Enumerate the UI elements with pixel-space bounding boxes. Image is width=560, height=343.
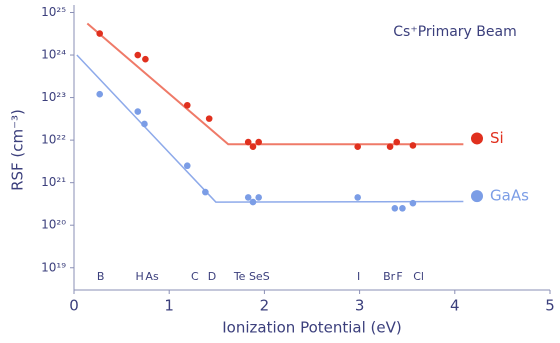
element-label: Cl bbox=[413, 270, 424, 283]
fit-line bbox=[86, 22, 464, 146]
data-point bbox=[393, 138, 401, 146]
data-point bbox=[249, 198, 257, 206]
data-point bbox=[96, 90, 104, 98]
x-tick-label: 0 bbox=[69, 297, 79, 315]
y-tick-label: 10²³ bbox=[41, 90, 66, 104]
element-label: H bbox=[136, 270, 144, 283]
data-point bbox=[409, 142, 417, 149]
element-label: S bbox=[263, 270, 270, 283]
data-point bbox=[183, 162, 191, 170]
y-tick-label: 10¹⁹ bbox=[41, 260, 66, 274]
element-label: Te bbox=[233, 270, 246, 283]
data-point bbox=[134, 108, 142, 115]
legend-label: GaAs bbox=[490, 187, 529, 205]
data-point bbox=[141, 120, 148, 128]
x-tick-label: 1 bbox=[164, 297, 174, 315]
data-point bbox=[354, 194, 361, 201]
y-tick-label: 10²² bbox=[41, 133, 66, 147]
data-point bbox=[399, 204, 406, 212]
x-tick-label: 4 bbox=[450, 297, 460, 315]
data-point bbox=[255, 194, 262, 201]
legend-label: Si bbox=[490, 129, 504, 147]
data-point bbox=[142, 55, 149, 63]
data-point bbox=[202, 188, 209, 196]
y-axis-label: RSF (cm⁻³) bbox=[9, 109, 27, 191]
data-point bbox=[354, 143, 361, 151]
element-label: Se bbox=[249, 270, 263, 283]
data-point bbox=[205, 115, 213, 122]
y-tick-label: 10²⁰ bbox=[41, 218, 66, 232]
x-tick-label: 5 bbox=[545, 297, 555, 315]
element-label: B bbox=[97, 270, 105, 283]
fit-line bbox=[76, 54, 464, 203]
data-point bbox=[96, 30, 104, 37]
data-point bbox=[244, 194, 252, 201]
element-label: I bbox=[357, 270, 360, 283]
legend-marker bbox=[471, 190, 483, 203]
data-point bbox=[255, 138, 262, 146]
data-point bbox=[391, 204, 399, 212]
element-label: C bbox=[191, 270, 199, 283]
legend-marker bbox=[471, 132, 483, 145]
y-tick-label: 10²⁴ bbox=[41, 48, 66, 62]
data-point bbox=[244, 138, 252, 146]
y-tick-label: 10²¹ bbox=[41, 175, 66, 189]
chart-title: Cs⁺Primary Beam bbox=[393, 24, 516, 40]
data-point bbox=[409, 199, 417, 207]
element-label: Br bbox=[383, 270, 396, 283]
y-tick-label: 10²⁵ bbox=[41, 5, 66, 19]
x-tick-label: 3 bbox=[355, 297, 365, 315]
element-label: F bbox=[396, 270, 402, 283]
x-tick-label: 2 bbox=[260, 297, 270, 315]
x-axis-label: Ionization Potential (eV) bbox=[222, 319, 402, 337]
data-point bbox=[249, 143, 257, 151]
data-point bbox=[134, 51, 142, 59]
element-label: D bbox=[208, 270, 216, 283]
data-point bbox=[386, 143, 394, 151]
data-point bbox=[183, 101, 191, 109]
element-label: As bbox=[145, 270, 159, 283]
